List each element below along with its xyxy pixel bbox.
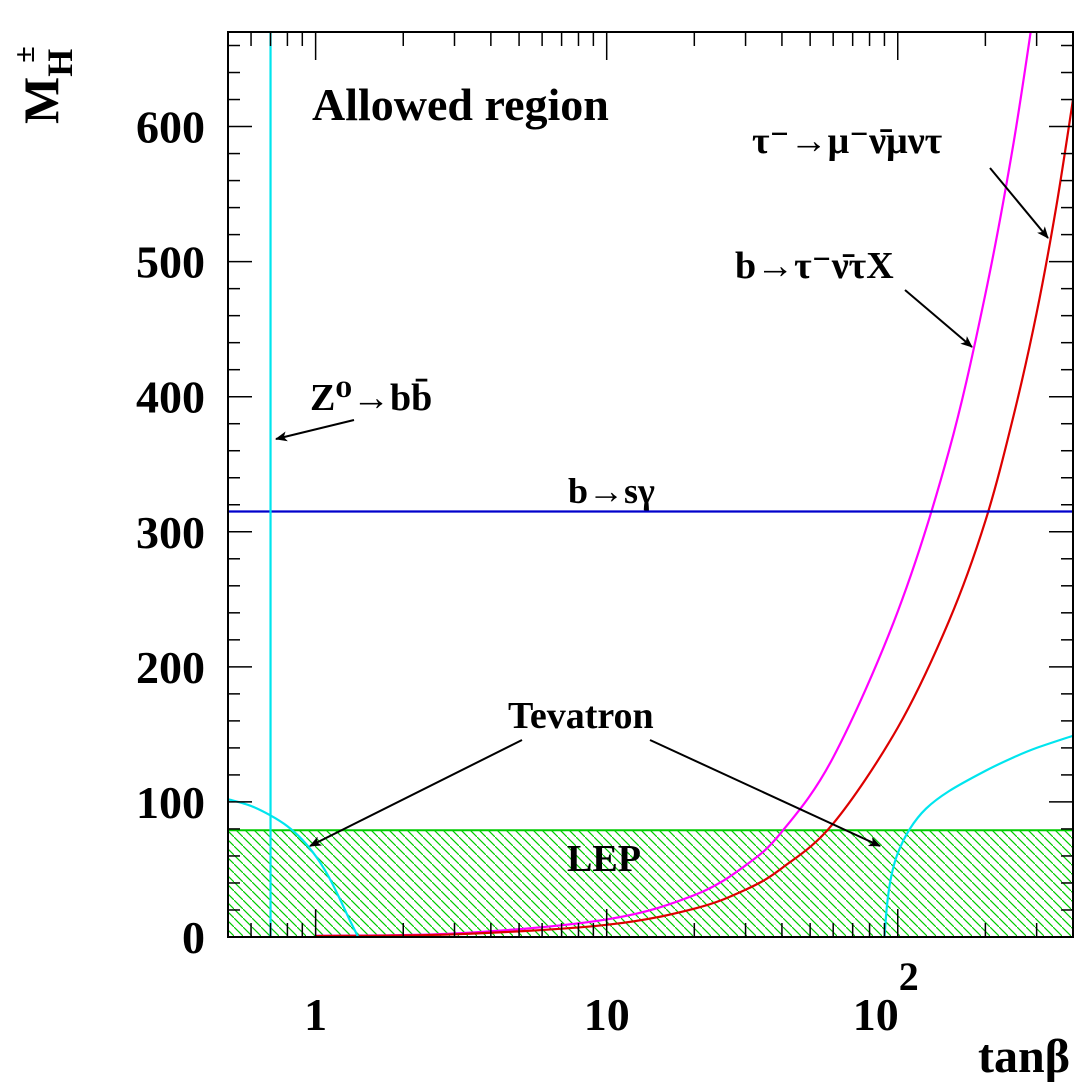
lep-label: LEP	[567, 838, 641, 880]
svg-text:MH±: MH±	[8, 46, 80, 124]
plot-frame	[227, 31, 1074, 938]
x-tick-label: 1	[304, 989, 327, 1040]
arrow-z-bb	[275, 419, 355, 442]
x-tick-label: 102	[853, 954, 919, 1040]
tau-mu-label: τ⁻→μ⁻ν̄μντ	[752, 120, 943, 162]
series-line-0	[315, 32, 1032, 937]
y-axis-label: MH±	[8, 46, 80, 124]
x-tick-labels: 1 10 102	[304, 954, 919, 1040]
y-axis-label-sub: H	[40, 49, 80, 77]
arrow-tau-mu	[989, 167, 1049, 239]
bsg-label: b→sγ	[568, 471, 655, 511]
x-tick-label: 10	[584, 989, 630, 1040]
b-tau-label: b→τ⁻ν̄τX	[735, 245, 894, 287]
series-line-1	[315, 99, 1073, 937]
y-tick-label: 600	[136, 102, 205, 153]
series-line-5	[883, 734, 1073, 937]
annotation-arrows	[275, 167, 1049, 847]
lep-band	[228, 829, 1073, 937]
tick-layer	[227, 32, 1074, 938]
series-line-4	[228, 798, 360, 937]
arrow-tevatron-high	[649, 739, 881, 847]
z-bb-label: Z⁰→bb̄	[310, 377, 432, 419]
y-tick-label: 0	[182, 912, 205, 963]
x-axis-label: tanβ	[978, 1030, 1070, 1083]
chart-title: Allowed region	[312, 79, 609, 130]
tevatron-label: Tevatron	[508, 695, 654, 737]
y-axis-label-main: M	[13, 77, 69, 124]
y-tick-label: 500	[136, 237, 205, 288]
y-tick-label: 200	[136, 642, 205, 693]
series-layer	[228, 32, 1073, 937]
y-axis-label-sup: ±	[8, 46, 41, 62]
x-tick-label-exp: 2	[899, 954, 919, 999]
y-tick-labels: 0 100 200 300 400 500 600	[136, 102, 205, 963]
arrow-tevatron-low	[309, 739, 523, 847]
y-tick-label: 300	[136, 507, 205, 558]
arrow-b-tau	[904, 289, 973, 348]
y-tick-label: 100	[136, 777, 205, 828]
y-tick-label: 400	[136, 372, 205, 423]
